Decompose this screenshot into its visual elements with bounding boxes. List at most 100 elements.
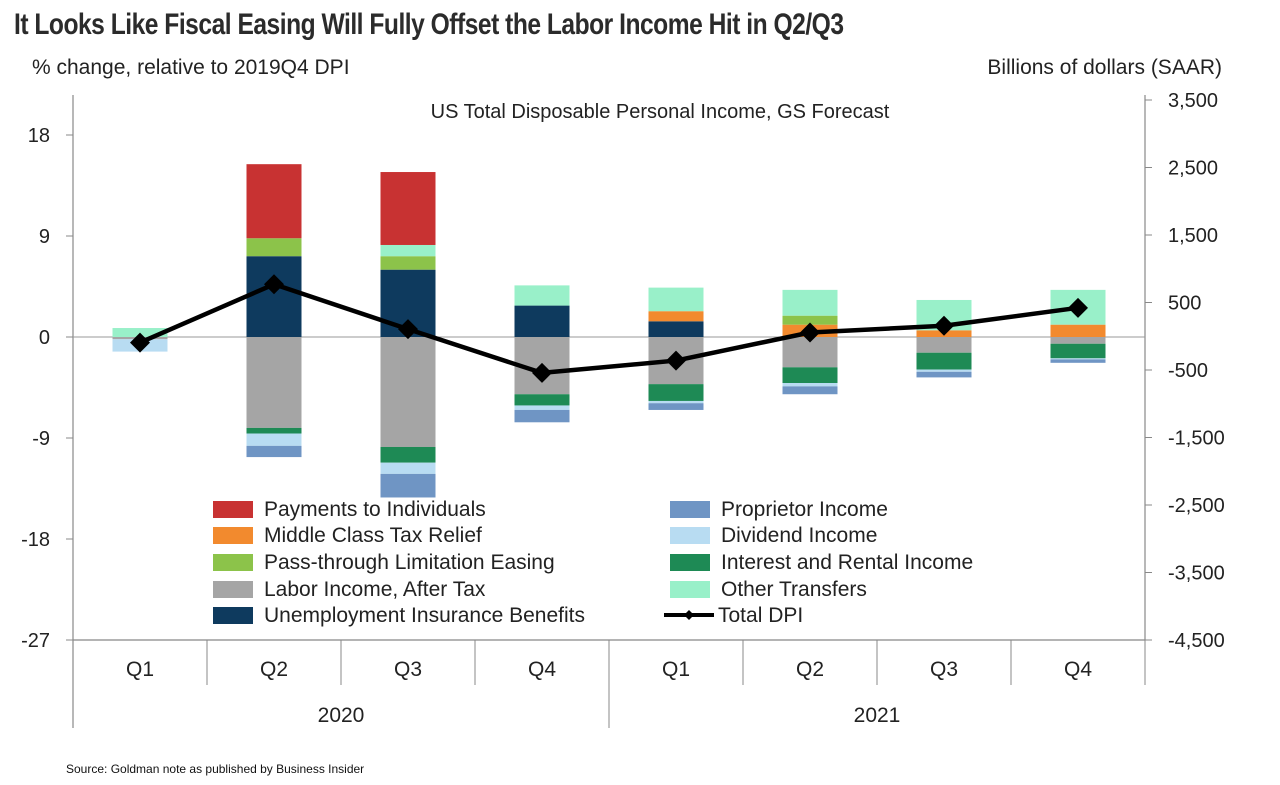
right-tick-label: 1,500 [1168,225,1218,247]
total-dpi-marker [532,362,552,383]
bar-segment-interest-and-rental-income [380,446,436,463]
bar-segment-interest-and-rental-income [246,427,302,434]
bar-segment-unemployment-insurance-benefits [246,256,302,337]
category-label: Q4 [1064,658,1092,681]
left-tick-label: -9 [32,428,50,450]
legend-swatch-pass-through-limitation-easing [213,554,253,571]
bar-segment-proprietor-income [1050,359,1106,363]
category-label: Q2 [260,658,288,681]
bar-segment-labor-income-after-tax [246,337,302,428]
bar-segment-proprietor-income [648,403,704,410]
headline: It Looks Like Fiscal Easing Will Fully O… [14,8,844,41]
category-label: Q1 [126,658,154,681]
bar-segment-interest-and-rental-income [648,384,704,401]
category-label: Q3 [930,658,958,681]
bar-segment-proprietor-income [916,371,972,378]
legend-label: Labor Income, After Tax [264,578,486,601]
legend-label: Pass-through Limitation Easing [264,551,555,574]
right-axis-unit: Billions of dollars (SAAR) [987,56,1222,79]
left-tick-label: 18 [28,125,50,147]
legend-swatch-middle-class-tax-relief [213,527,253,544]
category-label: Q2 [796,658,824,681]
bar-segment-pass-through-limitation-easing [782,315,838,325]
bar-segment-other-transfers [514,285,570,306]
bar-segment-proprietor-income [380,473,436,498]
legend-label: Other Transfers [721,578,867,601]
plot-area: 18 9 0 -9 -18 -27 3,500 2,500 1,500 500 -500 -1,500… [21,90,1225,728]
right-tick-label: -3,500 [1168,563,1225,585]
total-dpi-marker [398,319,418,340]
bar-segment-labor-income-after-tax [380,337,436,447]
left-tick-label: -27 [21,630,50,652]
year-label: 2021 [854,704,901,727]
bar-segment-unemployment-insurance-benefits [648,321,704,337]
bar-segment-labor-income-after-tax [1050,337,1106,344]
legend-label: Proprietor Income [721,498,888,521]
legend-swatch-payments-to-individuals [213,501,253,518]
legend-label: Total DPI [718,604,803,627]
legend-swatch-other-transfers [670,581,710,598]
legend-label: Interest and Rental Income [721,551,973,574]
bar-segment-payments-to-individuals [380,172,436,245]
category-label: Q1 [662,658,690,681]
category-label: Q4 [528,658,556,681]
bar-segment-interest-and-rental-income [916,352,972,370]
total-dpi-marker [130,332,150,353]
bar-segment-other-transfers [380,244,436,257]
bar-segment-labor-income-after-tax [916,337,972,353]
bar-segment-interest-and-rental-income [1050,343,1106,359]
legend-marker-total-dpi [684,610,694,620]
bar-segment-middle-class-tax-relief [648,311,704,322]
total-dpi-marker [934,315,954,336]
right-tick-label: -2,500 [1168,495,1225,517]
legend-swatch-labor-income-after-tax [213,581,253,598]
legend-swatch-unemployment-insurance-benefits [213,607,253,624]
bar-segment-pass-through-limitation-easing [246,238,302,257]
bar-segment-payments-to-individuals [246,164,302,239]
left-tick-label: 0 [39,327,50,349]
bar-segment-dividend-income [916,369,972,372]
bar-segment-unemployment-insurance-benefits [514,305,570,337]
left-tick-label: 9 [39,226,50,248]
source-note: Source: Goldman note as published by Bus… [66,762,365,776]
legend-swatch-proprietor-income [670,501,710,518]
right-tick-label: -500 [1168,360,1208,382]
bar-segment-proprietor-income [782,386,838,395]
bar-segment-dividend-income [782,383,838,387]
right-tick-label: 3,500 [1168,90,1218,112]
right-tick-label: 500 [1168,293,1201,315]
chart-title: US Total Disposable Personal Income, GS … [431,101,890,123]
bar-segment-proprietor-income [246,445,302,458]
bar-segment-middle-class-tax-relief [1050,324,1106,337]
right-tick-label: -4,500 [1168,630,1225,652]
total-dpi-marker [666,350,686,371]
bar-segment-dividend-income [1050,358,1106,360]
bar-segment-dividend-income [380,462,436,474]
bar-segment-proprietor-income [514,409,570,423]
total-dpi-marker [264,274,284,295]
bar-segment-other-transfers [648,287,704,312]
bar-segment-interest-and-rental-income [514,394,570,406]
legend-label: Dividend Income [721,524,877,547]
legend-swatch-interest-and-rental-income [670,554,710,571]
bar-segment-other-transfers [112,328,168,337]
bar-segment-interest-and-rental-income [782,367,838,384]
right-tick-label: 2,500 [1168,158,1218,180]
total-dpi-marker [800,322,820,343]
legend-label: Unemployment Insurance Benefits [264,604,585,627]
bar-segment-other-transfers [782,289,838,316]
left-axis-unit: % change, relative to 2019Q4 DPI [32,56,350,79]
legend-label: Middle Class Tax Relief [264,524,482,547]
legend-swatch-dividend-income [670,527,710,544]
total-dpi-marker [1068,297,1088,318]
right-tick-label: -1,500 [1168,428,1225,450]
bar-segment-dividend-income [514,405,570,410]
bar-segment-pass-through-limitation-easing [380,256,436,270]
chart-legend: Payments to Individuals Middle Class Tax … [213,498,973,627]
year-label: 2020 [318,704,365,727]
left-tick-label: -18 [21,529,50,551]
category-label: Q3 [394,658,422,681]
bar-segment-dividend-income [648,400,704,404]
bar-segment-dividend-income [246,433,302,446]
